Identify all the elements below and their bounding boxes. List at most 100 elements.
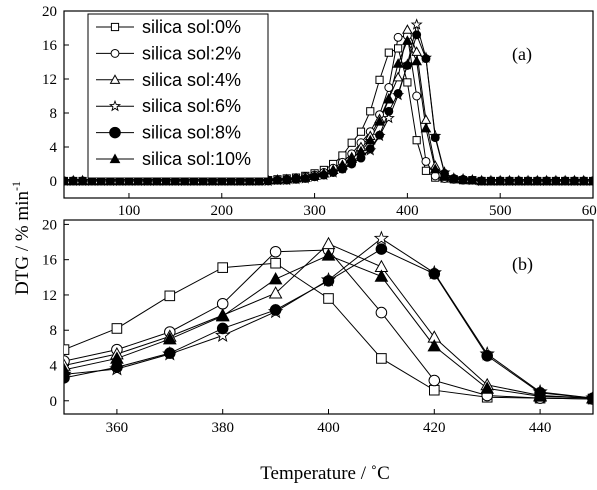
data-point-4 bbox=[269, 304, 282, 316]
data-point-4 bbox=[322, 275, 335, 287]
data-point-0 bbox=[347, 138, 356, 147]
legend-label: silica sol:10% bbox=[142, 149, 251, 169]
data-point-5 bbox=[533, 389, 547, 402]
data-point-5 bbox=[476, 175, 487, 186]
data-point-5 bbox=[132, 175, 144, 186]
data-point-2 bbox=[402, 24, 413, 34]
data-point-5 bbox=[262, 174, 274, 185]
data-point-5 bbox=[281, 173, 293, 184]
x-tick-label: 360 bbox=[106, 420, 129, 436]
data-point-5 bbox=[494, 175, 506, 186]
y-tick-label: 20 bbox=[42, 4, 57, 20]
data-point-4 bbox=[421, 54, 431, 64]
data-point-5 bbox=[383, 93, 395, 104]
data-point-5 bbox=[272, 174, 283, 185]
data-point-0 bbox=[429, 384, 440, 396]
data-point-5 bbox=[374, 115, 385, 126]
y-tick-label: 12 bbox=[42, 288, 57, 304]
data-point-0 bbox=[366, 107, 375, 116]
data-point-1 bbox=[216, 297, 229, 310]
data-point-5 bbox=[355, 145, 367, 156]
data-point-1 bbox=[412, 91, 422, 101]
data-point-2 bbox=[321, 236, 336, 250]
data-point-4 bbox=[375, 243, 388, 255]
data-point-5 bbox=[64, 362, 71, 376]
y-tick-label: 4 bbox=[50, 140, 58, 156]
x-tick-label: 440 bbox=[529, 420, 552, 436]
data-point-5 bbox=[162, 332, 177, 345]
data-point-5 bbox=[290, 172, 302, 183]
y-tick-label: 16 bbox=[42, 253, 58, 269]
data-point-0 bbox=[323, 293, 334, 304]
data-point-4 bbox=[216, 322, 229, 335]
data-point-4 bbox=[365, 144, 375, 154]
data-point-5 bbox=[427, 339, 442, 352]
data-point-4 bbox=[393, 88, 403, 98]
legend-label: silica sol:4% bbox=[142, 70, 241, 90]
data-point-5 bbox=[559, 175, 571, 186]
y-tick-label: 0 bbox=[50, 394, 58, 410]
legend-marker bbox=[110, 22, 120, 32]
plot-frame bbox=[63, 10, 594, 199]
data-point-3 bbox=[382, 111, 395, 124]
panel-b: 360 380 400 420 440 0 4 8 12 16 20 (b) bbox=[42, 217, 594, 436]
y-tick-label: 8 bbox=[50, 323, 58, 339]
data-point-5 bbox=[337, 160, 348, 170]
data-point-1 bbox=[269, 245, 282, 258]
data-point-5 bbox=[225, 175, 237, 186]
x-tick-label: 400 bbox=[396, 203, 419, 219]
data-point-5 bbox=[170, 175, 181, 186]
legend-label: silica sol:8% bbox=[142, 123, 241, 143]
data-point-5 bbox=[77, 175, 88, 186]
legend: silica sol:0% silica sol:2% silica sol:4% s… bbox=[87, 13, 269, 179]
data-point-1 bbox=[393, 32, 403, 42]
data-point-5 bbox=[457, 173, 469, 184]
y-tick-label: 8 bbox=[50, 106, 58, 122]
data-point-4 bbox=[164, 347, 176, 359]
data-point-4 bbox=[481, 350, 493, 362]
data-point-5 bbox=[429, 163, 441, 174]
series-line-5 bbox=[64, 39, 593, 182]
x-tick-label: 600 bbox=[582, 203, 597, 219]
data-point-5 bbox=[309, 170, 320, 180]
data-point-0 bbox=[164, 290, 176, 302]
data-point-0 bbox=[356, 127, 366, 136]
data-point-5 bbox=[364, 134, 376, 145]
data-point-2 bbox=[392, 71, 404, 82]
data-point-5 bbox=[67, 175, 79, 186]
data-point-5 bbox=[327, 164, 339, 175]
legend-label: silica sol:0% bbox=[142, 17, 241, 37]
data-point-5 bbox=[234, 175, 246, 186]
legend-marker bbox=[109, 74, 121, 84]
y-axis-title-exponent: -1 bbox=[9, 181, 23, 191]
data-point-5 bbox=[522, 175, 534, 186]
data-point-4 bbox=[384, 106, 394, 116]
legend-marker bbox=[109, 126, 121, 139]
data-point-5 bbox=[402, 35, 413, 45]
legend-label: silica sol:2% bbox=[142, 43, 241, 63]
data-point-0 bbox=[384, 48, 393, 57]
y-tick-label: 12 bbox=[42, 72, 57, 88]
x-tick-label: 400 bbox=[317, 420, 340, 436]
data-point-5 bbox=[346, 153, 358, 163]
data-point-5 bbox=[550, 175, 562, 186]
data-point-5 bbox=[448, 172, 460, 183]
x-tick-label: 300 bbox=[303, 203, 326, 219]
data-point-4 bbox=[430, 133, 440, 143]
x-tick-label: 380 bbox=[211, 420, 234, 436]
panel-label: (a) bbox=[512, 44, 532, 65]
data-point-1 bbox=[375, 306, 388, 319]
data-point-0 bbox=[64, 344, 70, 355]
data-point-3 bbox=[373, 230, 390, 245]
data-point-5 bbox=[244, 175, 255, 186]
data-point-2 bbox=[420, 114, 432, 124]
data-point-2 bbox=[268, 286, 283, 299]
data-point-0 bbox=[217, 262, 228, 273]
data-point-5 bbox=[123, 175, 135, 186]
y-tick-label: 20 bbox=[42, 217, 57, 233]
legend-marker bbox=[110, 48, 120, 58]
data-point-5 bbox=[95, 175, 107, 186]
data-point-1 bbox=[428, 374, 441, 387]
legend-marker bbox=[108, 99, 122, 112]
data-point-5 bbox=[207, 175, 218, 186]
